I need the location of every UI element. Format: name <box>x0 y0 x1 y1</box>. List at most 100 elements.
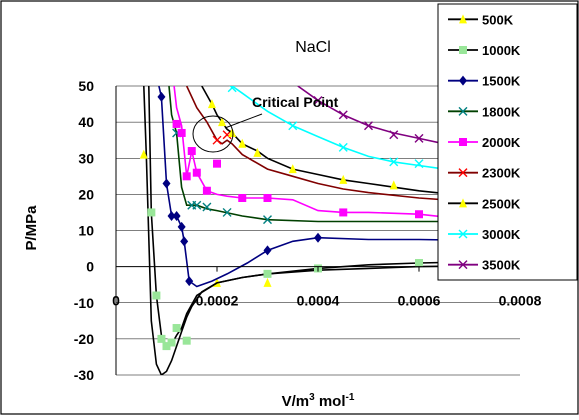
x-axis-title-sup2: -1 <box>346 392 355 403</box>
data-point-stroke <box>458 260 468 270</box>
data-point-stroke <box>202 202 212 212</box>
data-point <box>415 210 423 219</box>
data-point <box>263 277 272 287</box>
legend-label: 1000K <box>482 43 521 58</box>
data-point <box>459 46 467 54</box>
legend-item-3000k: 3000K <box>448 227 521 242</box>
critical-point-arrow <box>224 113 263 129</box>
legend-label: 500K <box>482 12 514 27</box>
data-point <box>192 168 201 177</box>
legend-item-2300k: 2300K <box>448 166 521 181</box>
data-point <box>228 127 237 137</box>
data-point <box>157 91 166 102</box>
data-point <box>415 259 423 268</box>
legend-item-1500k: 1500K <box>448 74 521 89</box>
data-point <box>263 193 272 202</box>
data-point-stroke <box>458 229 468 239</box>
data-point <box>459 198 467 208</box>
data-point <box>459 138 467 146</box>
y-tick-label: -30 <box>74 367 94 383</box>
data-point <box>414 133 424 143</box>
legend: 500K 1000K 1500K 1800K 2000K 2300K 2500K 3000K 3… <box>437 3 578 281</box>
data-point <box>313 95 323 105</box>
data-point <box>162 178 171 189</box>
data-point <box>263 245 272 256</box>
legend-label: 1500K <box>482 74 521 89</box>
data-point-stroke <box>414 133 424 143</box>
legend-label: 1800K <box>482 104 521 119</box>
legend-item-2500k: 2500K <box>448 196 521 211</box>
data-point <box>389 130 399 140</box>
data-point-stroke <box>313 95 323 105</box>
data-point <box>389 180 398 190</box>
legend-label: 3000K <box>482 227 521 242</box>
data-point <box>227 86 237 93</box>
y-tick-label: 20 <box>78 186 94 202</box>
series-1500k <box>157 86 520 288</box>
data-point <box>459 75 467 86</box>
data-point-stroke <box>192 200 202 210</box>
data-point <box>202 186 211 195</box>
data-point <box>167 211 176 222</box>
data-point <box>339 208 348 217</box>
data-point <box>389 157 399 167</box>
data-point <box>162 342 171 351</box>
y-tick-label: 30 <box>78 150 94 166</box>
data-point-stroke <box>414 159 424 169</box>
data-point <box>213 159 221 168</box>
legend-item-2000k: 2000K <box>448 135 521 150</box>
y-tick-label: 10 <box>78 223 94 239</box>
x-axis-title-mid: mol <box>315 393 346 410</box>
data-point <box>185 276 194 287</box>
data-point <box>182 336 191 345</box>
data-point <box>458 229 468 239</box>
data-point <box>338 142 348 152</box>
x-tick-label: 0.0004 <box>297 293 340 309</box>
data-point-stroke <box>364 121 373 131</box>
y-tick-label: 50 <box>78 78 94 94</box>
x-axis-title-base: V/m <box>282 393 310 410</box>
data-point-stroke <box>458 168 468 178</box>
legend-label: 2000K <box>482 135 521 150</box>
data-point <box>288 164 297 174</box>
data-point-stroke <box>263 215 272 225</box>
data-point <box>177 221 186 232</box>
legend-item-1800k: 1800K <box>448 104 521 119</box>
legend-item-3500k: 3500K <box>448 258 521 273</box>
data-point <box>253 147 262 157</box>
data-point-stroke <box>338 142 348 152</box>
data-point <box>414 159 424 169</box>
series-2000k <box>172 86 520 225</box>
data-point <box>238 193 247 202</box>
y-tick-label: -20 <box>74 331 94 347</box>
data-point <box>139 149 148 159</box>
data-point <box>187 147 196 156</box>
data-point-stroke <box>389 130 399 140</box>
data-point <box>238 138 247 148</box>
data-point <box>339 174 348 184</box>
data-point <box>458 168 468 178</box>
legend-label: 2500K <box>482 196 521 211</box>
data-point <box>167 338 176 347</box>
critical-point-label: Critical Point <box>252 94 339 110</box>
x-axis-title-sup1: 3 <box>309 392 315 403</box>
data-point <box>202 202 212 212</box>
data-point <box>152 291 161 300</box>
data-point <box>338 110 348 120</box>
data-point-stroke <box>389 157 399 167</box>
data-point <box>458 260 468 270</box>
data-point <box>172 211 181 222</box>
legend-item-1000k: 1000K <box>448 43 521 58</box>
chart-title: NaCl <box>295 39 331 56</box>
data-point-stroke <box>222 207 232 217</box>
data-point <box>263 215 272 225</box>
data-point <box>157 334 166 343</box>
data-point-stroke <box>227 86 235 93</box>
data-point <box>212 135 222 145</box>
y-tick-label: -10 <box>74 295 94 311</box>
y-axis-title: P/MPa <box>23 205 40 251</box>
legend-label: 2300K <box>482 166 521 181</box>
series-line <box>143 86 520 375</box>
